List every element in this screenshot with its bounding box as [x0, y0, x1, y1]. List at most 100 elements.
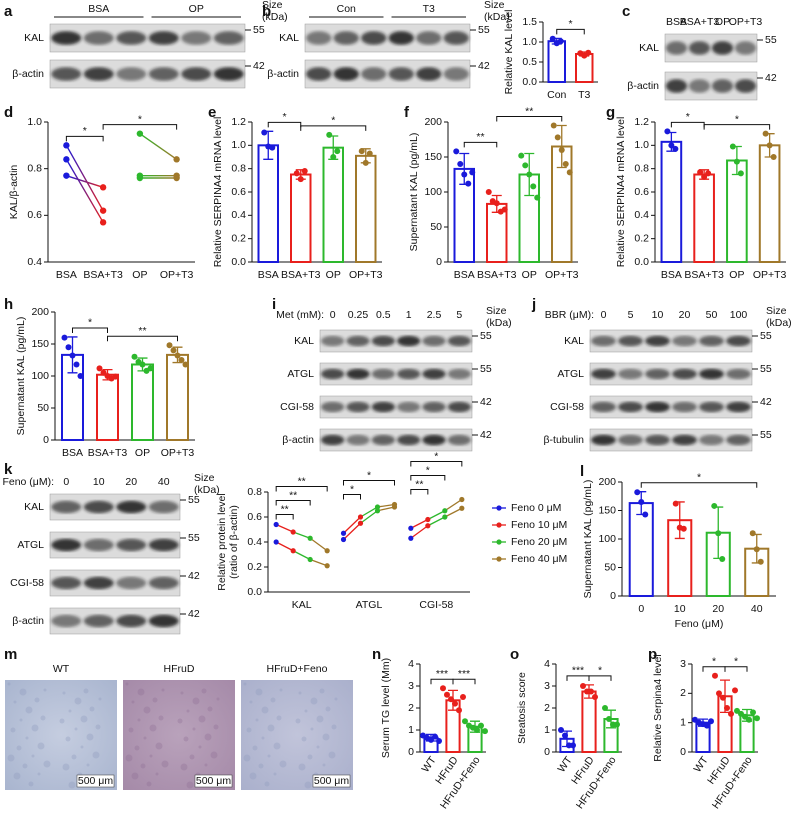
size-label: (kDa) [194, 484, 220, 496]
y-tick-label: 50 [604, 561, 616, 573]
blot-band [618, 434, 643, 446]
bar [290, 173, 312, 263]
y-tick-label: 0.4 [231, 209, 246, 221]
tissue-texture [80, 715, 88, 723]
data-point [357, 520, 364, 526]
significance-bracket [496, 116, 563, 122]
significance-bracket [640, 482, 758, 488]
y-axis-label: Relative KAL level [503, 10, 515, 95]
blot-band [672, 401, 697, 413]
tissue-texture [62, 763, 70, 771]
size-label: Size [484, 0, 505, 11]
tissue-texture [92, 751, 100, 759]
y-tick-label: 1.0 [634, 139, 649, 151]
y-tick-label: 0.0 [231, 256, 246, 268]
data-point [549, 35, 556, 42]
tissue-texture [131, 772, 139, 780]
blot-band [346, 401, 370, 413]
data-point [557, 38, 564, 45]
tissue-texture [155, 742, 163, 750]
blot-row-label: KAL [279, 32, 299, 44]
tissue-texture [137, 718, 141, 722]
tissue-texture [304, 709, 308, 713]
tissue-texture [158, 715, 164, 721]
blot-band [388, 67, 414, 81]
tissue-texture [10, 727, 16, 733]
data-point [357, 514, 364, 520]
x-tick-label: BSA [661, 269, 682, 281]
kda-label: 42 [253, 60, 265, 72]
blot-band [672, 434, 697, 446]
panel-letter: h [4, 296, 13, 313]
data-point [330, 154, 337, 160]
scale-label: 500 μm [196, 775, 231, 787]
x-tick-label: BSA [454, 269, 475, 281]
blot-band [422, 434, 446, 446]
data-point [606, 716, 612, 722]
tissue-texture [216, 697, 220, 701]
data-point [602, 705, 608, 711]
tissue-texture [25, 736, 29, 740]
y-tick-label: 50 [37, 402, 49, 414]
tissue-texture [143, 736, 147, 740]
blot-band [397, 368, 421, 380]
lane-label: 5 [456, 309, 462, 321]
data-point [136, 174, 144, 182]
data-point [550, 122, 557, 129]
x-tick-label: BSA [62, 447, 83, 459]
data-point [570, 742, 576, 749]
y-tick-label: 0.2 [634, 232, 649, 244]
tissue-texture [243, 754, 251, 762]
blot-band [213, 67, 244, 81]
blot-strip [319, 362, 473, 386]
x-tick-label: WT [692, 754, 712, 775]
bar [628, 502, 654, 597]
data-point [340, 536, 347, 543]
dose-line [360, 506, 378, 518]
blot-band [591, 434, 616, 446]
bar [693, 173, 715, 263]
dose-line [360, 510, 378, 524]
significance-label: * [434, 450, 438, 462]
data-point [324, 563, 330, 569]
tissue-texture [279, 688, 283, 692]
y-tick-label: 1.2 [231, 116, 246, 128]
blot-band [116, 67, 147, 81]
data-point [672, 500, 679, 507]
blot-strip [49, 59, 246, 89]
y-tick-label: 0 [436, 256, 442, 268]
x-tick-label: 40 [751, 603, 763, 615]
bar [355, 154, 377, 263]
blot-band [699, 434, 724, 446]
significance-bracket [410, 475, 446, 481]
blot-band [51, 576, 82, 590]
tissue-texture [186, 781, 194, 789]
lane-label: 10 [652, 309, 664, 321]
bar [581, 690, 597, 753]
significance-label: * [426, 464, 430, 476]
blot-band [711, 79, 734, 93]
lane-label: 0 [63, 476, 69, 488]
x-tick-label: BSA+T3 [477, 269, 517, 281]
tissue-texture [252, 745, 258, 751]
lane-label: 0.5 [376, 309, 391, 321]
significance-label: * [697, 471, 701, 483]
dose-line [309, 558, 328, 567]
blot-row-label: CGI-58 [550, 401, 584, 413]
y-tick-label: 150 [424, 151, 442, 163]
blot-band [321, 368, 345, 380]
blot-band [699, 335, 724, 347]
y-tick-label: 0.4 [27, 256, 42, 268]
x-tick-label: OP [135, 447, 150, 459]
blot-strip [319, 395, 473, 419]
blot-band [321, 335, 345, 347]
tissue-texture [13, 700, 17, 704]
panel-letter: i [272, 296, 276, 313]
blot-band [422, 401, 446, 413]
lane-label: BSA [666, 16, 687, 28]
data-point [585, 49, 592, 56]
tissue-texture [28, 781, 34, 787]
legend-label: Feno 10 μM [511, 519, 567, 531]
y-tick-label: 150 [31, 338, 49, 350]
blot-band [711, 41, 734, 55]
